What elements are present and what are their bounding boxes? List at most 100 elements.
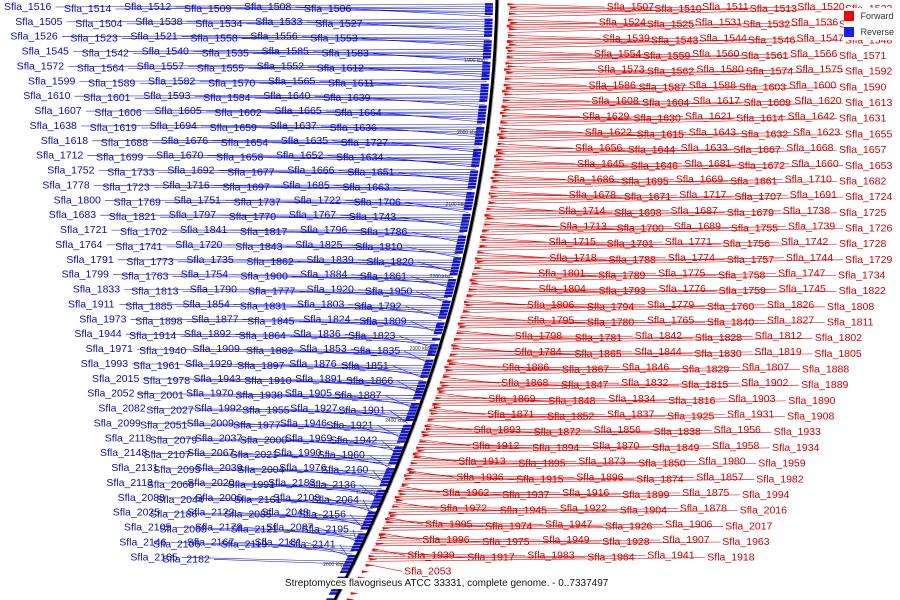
genome-backbone-highlight <box>336 0 500 600</box>
forward-gene-line <box>480 237 547 243</box>
forward-gene-line <box>507 34 601 39</box>
reverse-gene-arrow <box>417 381 427 384</box>
forward-gene-line <box>482 226 672 228</box>
reverse-gene-arrow <box>482 52 492 56</box>
reverse-gene-arrow <box>409 406 419 409</box>
forward-gene-arrow <box>438 390 447 394</box>
reverse-gene-line <box>346 244 459 256</box>
reverse-gene-line <box>204 469 389 474</box>
reverse-gene-label: Sfla_1619 <box>90 122 137 134</box>
reverse-gene-arrow <box>459 229 468 232</box>
forward-gene-line <box>431 408 486 415</box>
forward-gene-arrow <box>392 505 401 508</box>
forward-gene-line <box>390 509 618 511</box>
reverse-gene-line <box>286 395 416 404</box>
forward-gene-label: Sfla_1600 <box>789 79 836 91</box>
reverse-gene-label: Sfla_1861 <box>360 271 407 283</box>
reverse-gene-arrow <box>463 207 473 211</box>
forward-gene-label: Sfla_1622 <box>585 126 632 138</box>
forward-gene-label: Sfla_1717 <box>679 189 726 201</box>
forward-gene-line <box>409 461 697 466</box>
reverse-gene-line <box>398 172 474 183</box>
reverse-gene-label: Sfla_1721 <box>60 224 107 236</box>
reverse-gene-label: Sfla_1835 <box>353 345 400 357</box>
reverse-gene-label: Sfla_1720 <box>175 239 222 251</box>
forward-gene-label: Sfla_1936 <box>456 471 503 483</box>
forward-gene-label: Sfla_1865 <box>574 348 621 360</box>
reverse-gene-label: Sfla_2182 <box>163 553 210 565</box>
reverse-gene-arrow <box>462 213 471 217</box>
forward-gene-arrow <box>416 446 425 449</box>
forward-gene-line <box>415 445 711 451</box>
reverse-gene-line <box>213 185 473 191</box>
reverse-gene-line <box>210 529 362 535</box>
forward-gene-arrow <box>488 192 497 195</box>
forward-gene-arrow <box>451 344 460 347</box>
forward-gene-label: Sfla_1725 <box>839 207 886 219</box>
reverse-gene-arrow <box>484 31 493 34</box>
forward-gene-label: Sfla_1888 <box>802 364 849 376</box>
reverse-gene-label: Sfla_1716 <box>162 180 209 192</box>
forward-gene-label: Sfla_1774 <box>668 252 715 264</box>
reverse-gene-line <box>267 157 477 163</box>
reverse-gene-line <box>324 497 372 512</box>
forward-gene-arrow <box>488 201 497 205</box>
forward-gene-arrow <box>500 120 509 124</box>
reverse-gene-arrow <box>480 83 489 87</box>
reverse-gene-line <box>336 438 398 452</box>
reverse-gene-label: Sfla_2039 <box>195 462 242 474</box>
reverse-gene-label: Sfla_1891 <box>295 373 342 385</box>
reverse-gene-arrow <box>481 77 490 81</box>
reverse-gene-label: Sfla_1553 <box>310 33 357 45</box>
reverse-gene-label: Sfla_1697 <box>222 182 269 194</box>
reverse-gene-line <box>74 94 486 97</box>
reverse-gene-arrow <box>469 170 479 174</box>
reverse-gene-label: Sfla_1506 <box>304 3 351 15</box>
reverse-gene-arrow <box>396 440 406 443</box>
reverse-gene-arrow <box>483 43 492 46</box>
forward-gene-label: Sfla_1834 <box>608 393 655 405</box>
forward-gene-line <box>448 351 753 357</box>
forward-gene-line <box>501 102 844 111</box>
reverse-gene-line <box>357 289 448 301</box>
forward-gene-label: Sfla_1571 <box>839 50 886 62</box>
forward-gene-label: Sfla_1511 <box>702 1 749 13</box>
forward-gene-line <box>508 6 796 15</box>
reverse-gene-label: Sfla_2136 <box>309 479 356 491</box>
reverse-gene-arrow <box>481 74 490 77</box>
forward-gene-line <box>375 539 661 544</box>
reverse-gene-label: Sfla_1607 <box>34 105 81 117</box>
reverse-gene-arrow <box>452 257 462 260</box>
forward-gene-line <box>501 100 793 108</box>
forward-gene-label: Sfla_1815 <box>681 379 728 391</box>
forward-gene-arrow <box>433 406 442 409</box>
reverse-gene-line <box>66 18 491 23</box>
forward-gene-label: Sfla_1913 <box>458 456 505 468</box>
forward-gene-line <box>507 40 844 49</box>
reverse-gene-label: Sfla_2119 <box>221 538 268 550</box>
forward-gene-arrow <box>407 468 416 471</box>
reverse-gene-label: Sfla_2006 <box>195 492 242 504</box>
forward-gene-arrow <box>459 325 468 329</box>
forward-gene-arrow <box>479 235 488 239</box>
reverse-gene-label: Sfla_1955 <box>242 405 289 417</box>
forward-gene-label: Sfla_1869 <box>488 393 535 405</box>
forward-gene-arrow <box>469 288 478 291</box>
reverse-gene-line <box>238 542 354 552</box>
forward-gene-label: Sfla_1959 <box>758 458 805 470</box>
forward-gene-label: Sfla_1726 <box>845 223 892 235</box>
reverse-gene-line <box>204 544 355 550</box>
forward-gene-label: Sfla_1816 <box>668 395 715 407</box>
forward-gene-line <box>484 212 838 220</box>
forward-gene-label: Sfla_1964 <box>587 552 634 564</box>
reverse-gene-arrow <box>479 93 489 96</box>
forward-gene-arrow <box>466 294 475 298</box>
forward-gene-line <box>462 306 825 313</box>
reverse-gene-arrow <box>485 3 494 6</box>
reverse-gene-label: Sfla_1943 <box>194 373 241 385</box>
forward-gene-arrow <box>386 520 395 524</box>
forward-gene-line <box>508 6 653 10</box>
forward-gene-label: Sfla_1873 <box>578 456 625 468</box>
reverse-gene-label: Sfla_2082 <box>98 403 145 415</box>
forward-gene-label: Sfla_1848 <box>548 395 595 407</box>
